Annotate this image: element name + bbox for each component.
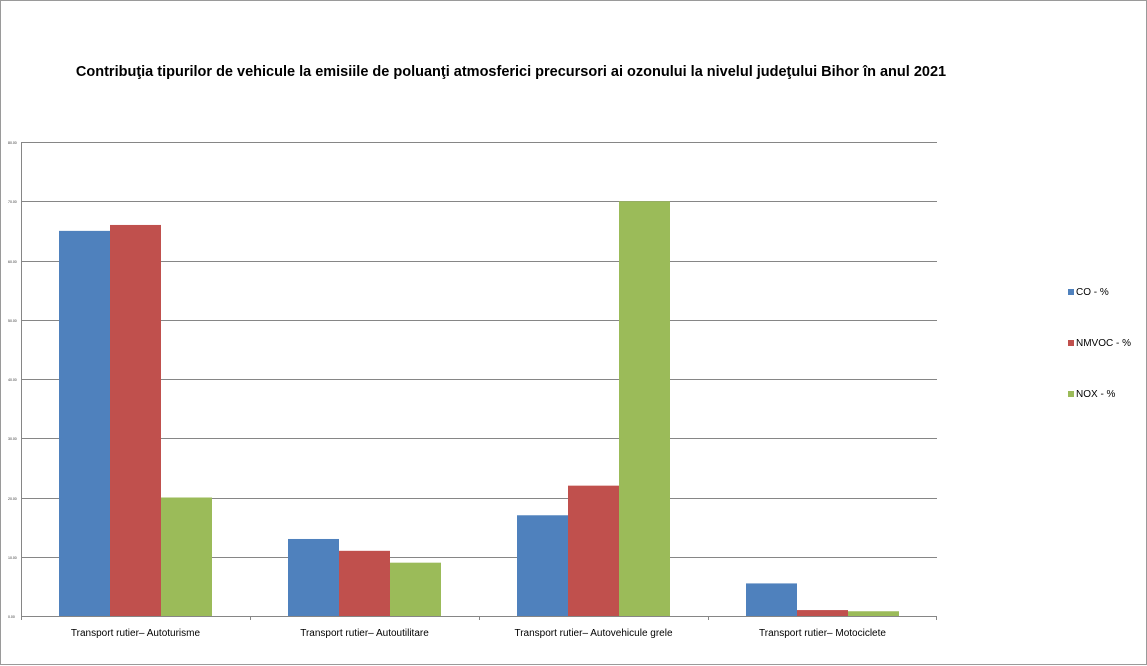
legend-label-nox: NOX - %: [1076, 389, 1116, 400]
x-tick-label: Transport rutier– Autoutilitare: [300, 628, 429, 639]
legend-label-co: CO - %: [1076, 287, 1109, 298]
legend-label-nmvoc: NMVOC - %: [1076, 338, 1131, 349]
x-tick-label: Transport rutier– Motociclete: [759, 628, 886, 639]
legend-item-nmvoc: NMVOC - %: [1068, 338, 1131, 349]
legend-item-co: CO - %: [1068, 287, 1109, 298]
bar: [568, 485, 619, 616]
bar: [390, 562, 441, 616]
bar: [339, 550, 390, 616]
y-tick-label: 30.00: [8, 437, 17, 441]
y-tick-label: 0.00: [8, 615, 15, 619]
bar: [517, 515, 568, 616]
chart-title: Contribuţia tipurilor de vehicule la emi…: [75, 64, 947, 80]
x-tick-label: Transport rutier– Autoturisme: [71, 628, 201, 639]
y-tick-label: 40.00: [8, 378, 17, 382]
bar: [619, 201, 670, 616]
x-tick-label: Transport rutier– Autovehicule grele: [514, 628, 672, 639]
bar: [161, 497, 212, 616]
y-tick-label: 50.00: [8, 319, 17, 323]
legend-item-nox: NOX - %: [1068, 389, 1115, 400]
bar: [110, 224, 161, 616]
y-tick-label: 70.00: [8, 200, 17, 204]
bar: [746, 583, 797, 616]
bar: [797, 610, 848, 616]
y-tick-label: 20.00: [8, 497, 17, 501]
bar: [59, 230, 110, 616]
legend-swatch-nox: [1068, 390, 1074, 397]
bar: [848, 611, 899, 616]
y-tick-label: 60.00: [8, 260, 17, 264]
y-tick-label: 10.00: [8, 556, 17, 560]
bar: [288, 538, 339, 616]
y-tick-label: 80.00: [8, 141, 17, 145]
legend-swatch-co: [1068, 288, 1074, 295]
legend-swatch-nmvoc: [1068, 339, 1074, 346]
